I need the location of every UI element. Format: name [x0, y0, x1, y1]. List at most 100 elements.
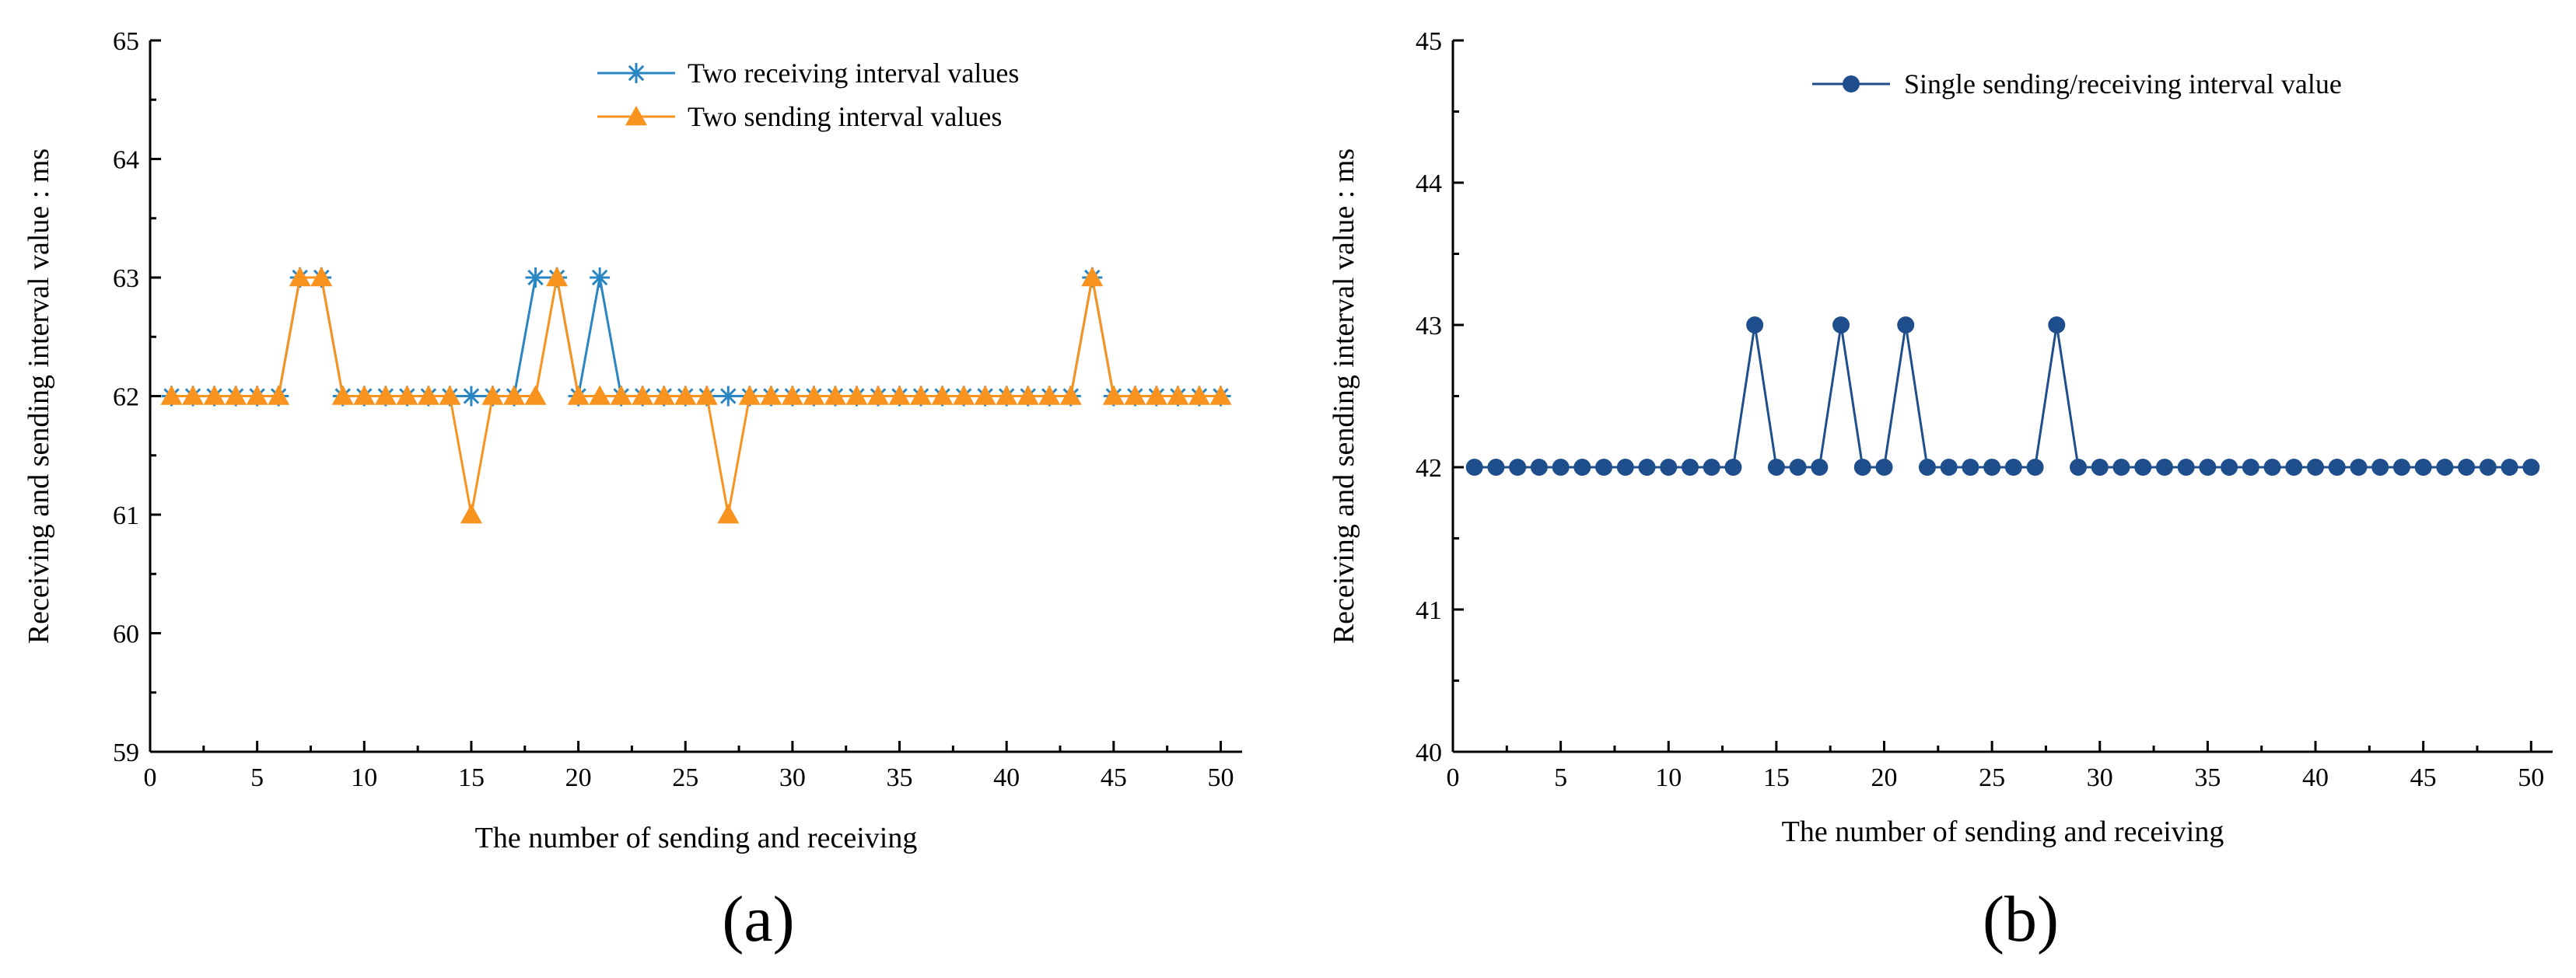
data-point: [2458, 459, 2476, 476]
data-point: [1962, 459, 1979, 476]
y-tick-label: 59: [113, 739, 139, 767]
x-tick-label: 5: [1554, 763, 1567, 792]
legend-marker: [1843, 75, 1860, 93]
data-point: [2414, 459, 2432, 476]
data-point: [1616, 459, 1634, 476]
data-point: [1918, 459, 1936, 476]
data-point: [1767, 459, 1785, 476]
data-point: [1487, 459, 1505, 476]
data-point: [610, 385, 632, 405]
data-point: [760, 385, 782, 405]
y-tick-label: 61: [113, 501, 139, 530]
data-point: [2392, 459, 2410, 476]
x-tick-label: 35: [887, 763, 913, 792]
x-tick-label: 15: [1763, 763, 1790, 792]
data-point: [1017, 385, 1039, 405]
data-point: [1875, 459, 1893, 476]
y-tick-label: 41: [1416, 596, 1442, 625]
data-point: [2155, 459, 2173, 476]
data-point: [910, 385, 933, 405]
data-point: [2070, 459, 2088, 476]
x-tick-label: 0: [1447, 763, 1460, 792]
legend-label: Two receiving interval values: [688, 58, 1019, 89]
data-point: [1081, 267, 1104, 287]
data-point: [1811, 459, 1829, 476]
data-point: [2479, 459, 2497, 476]
data-point: [2026, 459, 2044, 476]
data-point: [1059, 385, 1082, 405]
y-tick-label: 60: [113, 620, 139, 649]
x-tick-label: 30: [2087, 763, 2113, 792]
x-tick-label: 25: [672, 763, 698, 792]
series-line: [171, 276, 1221, 515]
data-point: [2134, 459, 2152, 476]
data-point: [460, 386, 481, 407]
data-point: [2091, 459, 2109, 476]
y-tick-label: 63: [113, 264, 139, 293]
data-point: [674, 385, 697, 405]
x-axis-label: The number of sending and receiving: [475, 822, 918, 854]
data-point: [1638, 459, 1656, 476]
x-tick-label: 50: [2518, 763, 2544, 792]
data-point: [974, 385, 996, 405]
data-point: [374, 385, 397, 405]
data-point: [1038, 385, 1061, 405]
data-point: [203, 385, 226, 405]
data-point: [160, 385, 183, 405]
data-point: [695, 385, 718, 405]
data-point: [717, 504, 740, 524]
data-point: [1832, 316, 1850, 334]
data-point: [503, 385, 525, 405]
legend-label: Two sending interval values: [688, 101, 1002, 132]
data-point: [2328, 459, 2346, 476]
data-point: [353, 385, 376, 405]
x-tick-label: 15: [458, 763, 485, 792]
data-point: [417, 385, 439, 405]
data-point: [1983, 459, 2001, 476]
x-tick-label: 20: [1871, 763, 1898, 792]
data-point: [1530, 459, 1548, 476]
legend-marker-stroke-3: [628, 65, 645, 82]
data-point: [1573, 459, 1591, 476]
data-point: [1789, 459, 1807, 476]
data-point: [718, 386, 739, 407]
y-axis-label: Receiving and sending interval value : m…: [23, 148, 55, 644]
data-point: [1188, 385, 1210, 405]
data-point: [1209, 385, 1232, 405]
legend-item: Two receiving interval values: [597, 58, 1019, 89]
data-point: [396, 385, 418, 405]
data-point: [1552, 459, 1570, 476]
legend: Two receiving interval values Two sending…: [597, 58, 1019, 132]
data-point: [1167, 385, 1189, 405]
data-point: [632, 385, 654, 405]
data-point: [310, 267, 333, 287]
data-point: [1940, 459, 1958, 476]
x-axis-label: The number of sending and receiving: [1782, 816, 2224, 848]
x-tick-label: 40: [993, 763, 1020, 792]
x-tick-label: 40: [2302, 763, 2329, 792]
x-tick-label: 30: [779, 763, 806, 792]
data-point: [1681, 459, 1699, 476]
chart-panel-1: 0 5 10 15 20 25 30 35 40 45 50 40 41 42 43 44 45 The numb…: [1328, 27, 2553, 955]
y-tick-label: 44: [1416, 169, 1442, 198]
data-point: [845, 385, 868, 405]
data-point: [2177, 459, 2195, 476]
data-point: [1746, 316, 1764, 334]
data-point: [867, 385, 889, 405]
data-point: [2004, 459, 2022, 476]
data-point: [1724, 459, 1742, 476]
data-point-stroke-3: [591, 269, 608, 286]
series-line: [171, 276, 1221, 397]
data-point: [996, 385, 1018, 405]
data-point: [1509, 459, 1527, 476]
data-point: [567, 385, 590, 405]
legend: Single sending/receiving interval value: [1812, 68, 2342, 100]
data-point: [2221, 459, 2238, 476]
data-point: [1124, 385, 1146, 405]
x-tick-label: 10: [351, 763, 377, 792]
data-point: [481, 385, 504, 405]
data-point: [1897, 316, 1915, 334]
data-point: [1660, 459, 1678, 476]
y-tick-label: 43: [1416, 312, 1442, 341]
